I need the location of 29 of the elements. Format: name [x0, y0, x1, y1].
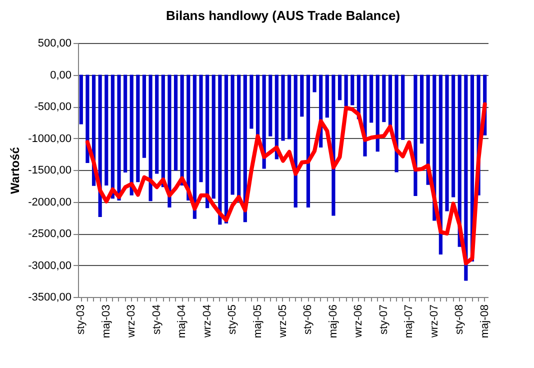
x-tick-label: sty-07: [378, 304, 390, 334]
x-tick-label: sty-05: [226, 304, 239, 334]
x-tick-label: wrz-06: [352, 304, 365, 339]
chart-title: Bilans handlowy (AUS Trade Balance): [166, 8, 400, 23]
x-tick-label: maj-07: [403, 304, 416, 338]
x-tick-label: wrz-05: [277, 304, 289, 339]
y-tick-label: -2500,00: [28, 228, 72, 240]
y-tick-label: -1500,00: [28, 164, 72, 176]
x-tick-label: maj-04: [176, 304, 188, 338]
x-tick-label: wrz-03: [126, 304, 138, 339]
x-tick-label: wrz-04: [201, 304, 214, 339]
y-tick-label: -3500,00: [28, 292, 72, 304]
y-tick-label: 0,00: [50, 69, 72, 82]
x-tick-label: sty-08: [454, 304, 466, 334]
x-tick-label: wrz-07: [428, 304, 440, 339]
y-axis-title: Wartość: [8, 146, 22, 194]
y-tick-label: -2000,00: [28, 196, 72, 208]
y-tick-label: 500,00: [38, 38, 72, 50]
y-tick-label: -500,00: [34, 101, 72, 113]
y-tick-label: -1000,00: [28, 132, 72, 145]
x-tick-label: sty-04: [150, 304, 163, 334]
x-tick-label: maj-05: [252, 304, 264, 338]
y-tick-label: -3000,00: [28, 260, 72, 272]
x-tick-label: sty-03: [75, 304, 88, 334]
line-series: [85, 102, 487, 266]
x-tick-label: sty-06: [302, 304, 314, 334]
x-tick-label: maj-08: [478, 304, 491, 338]
x-tick-label: maj-03: [100, 304, 112, 338]
x-tick-label: maj-06: [327, 304, 340, 338]
